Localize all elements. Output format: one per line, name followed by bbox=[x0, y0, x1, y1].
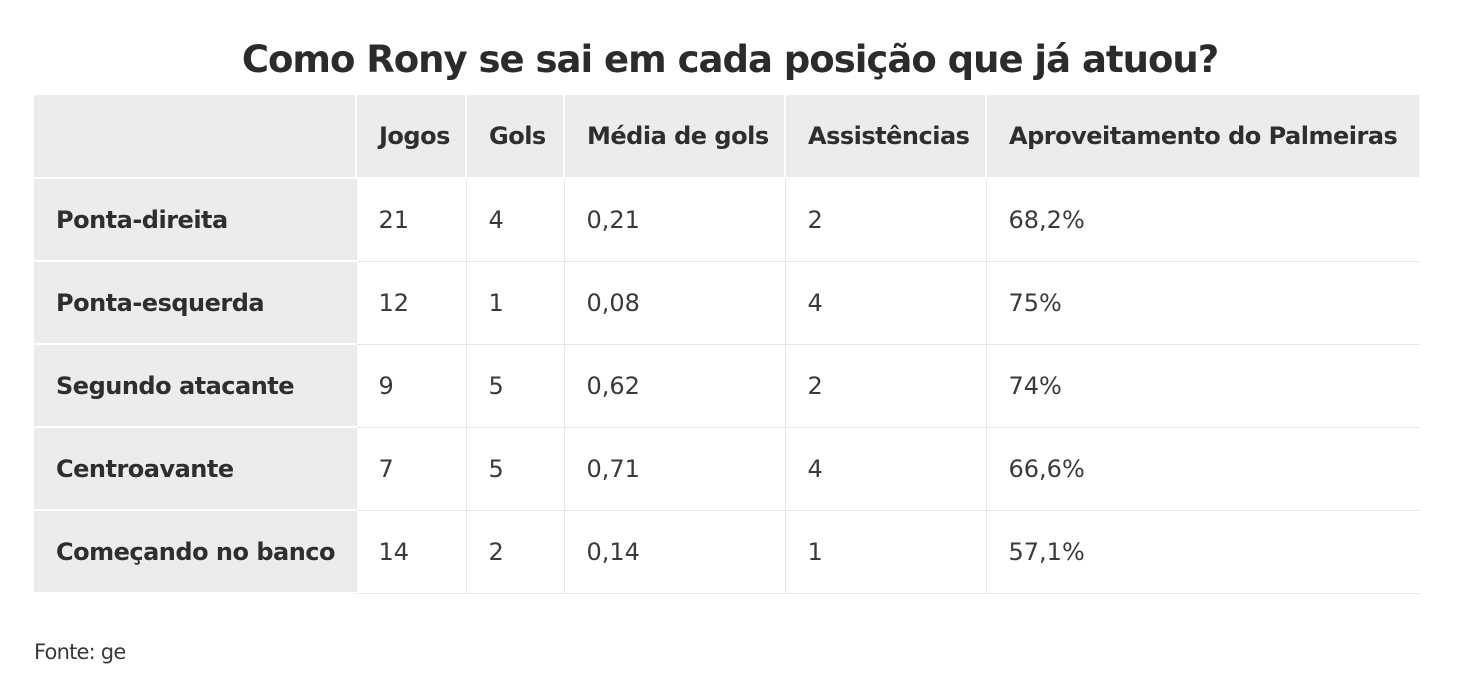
header-jogos: Jogos bbox=[356, 95, 467, 179]
cell-aproveitamento: 68,2% bbox=[985, 178, 1420, 262]
row-position-label: Começando no banco bbox=[34, 510, 356, 594]
row-position-label: Centroavante bbox=[34, 427, 356, 511]
cell-assistencias: 2 bbox=[784, 178, 986, 262]
cell-jogos: 14 bbox=[355, 510, 466, 594]
cell-aproveitamento: 66,6% bbox=[985, 427, 1420, 511]
row-position-label: Ponta-esquerda bbox=[34, 261, 356, 345]
header-gols: Gols bbox=[466, 95, 565, 179]
table-title: Como Rony se sai em cada posição que já … bbox=[241, 38, 1219, 81]
cell-media: 0,08 bbox=[563, 261, 785, 345]
cell-jogos: 9 bbox=[355, 344, 466, 428]
table-row: Começando no banco 14 2 0,14 1 57,1% bbox=[34, 510, 1420, 594]
cell-aproveitamento: 74% bbox=[985, 344, 1420, 428]
stats-table: Jogos Gols Média de gols Assistências Ap… bbox=[34, 95, 1421, 594]
cell-media: 0,62 bbox=[563, 344, 785, 428]
cell-media: 0,71 bbox=[563, 427, 785, 511]
cell-assistencias: 4 bbox=[784, 261, 986, 345]
source-note: Fonte: ge bbox=[34, 640, 126, 664]
cell-jogos: 7 bbox=[355, 427, 466, 511]
cell-gols: 2 bbox=[465, 510, 564, 594]
table-row: Ponta-esquerda 12 1 0,08 4 75% bbox=[34, 261, 1420, 345]
header-aproveitamento: Aproveitamento do Palmeiras bbox=[986, 95, 1421, 179]
cell-gols: 5 bbox=[465, 427, 564, 511]
cell-gols: 1 bbox=[465, 261, 564, 345]
cell-aproveitamento: 57,1% bbox=[985, 510, 1420, 594]
cell-gols: 4 bbox=[465, 178, 564, 262]
cell-jogos: 21 bbox=[355, 178, 466, 262]
cell-assistencias: 2 bbox=[784, 344, 986, 428]
header-corner-cell bbox=[34, 95, 357, 179]
header-assistencias: Assistências bbox=[785, 95, 987, 179]
table-header-row: Jogos Gols Média de gols Assistências Ap… bbox=[34, 95, 1421, 179]
cell-aproveitamento: 75% bbox=[985, 261, 1420, 345]
cell-media: 0,21 bbox=[563, 178, 785, 262]
table-row: Segundo atacante 9 5 0,62 2 74% bbox=[34, 344, 1420, 428]
cell-media: 0,14 bbox=[563, 510, 785, 594]
cell-jogos: 12 bbox=[355, 261, 466, 345]
cell-assistencias: 1 bbox=[784, 510, 986, 594]
cell-gols: 5 bbox=[465, 344, 564, 428]
cell-assistencias: 4 bbox=[784, 427, 986, 511]
table-row: Ponta-direita 21 4 0,21 2 68,2% bbox=[34, 178, 1420, 262]
row-position-label: Segundo atacante bbox=[34, 344, 356, 428]
row-position-label: Ponta-direita bbox=[34, 178, 356, 262]
header-media-de-gols: Média de gols bbox=[564, 95, 786, 179]
table-row: Centroavante 7 5 0,71 4 66,6% bbox=[34, 427, 1420, 511]
